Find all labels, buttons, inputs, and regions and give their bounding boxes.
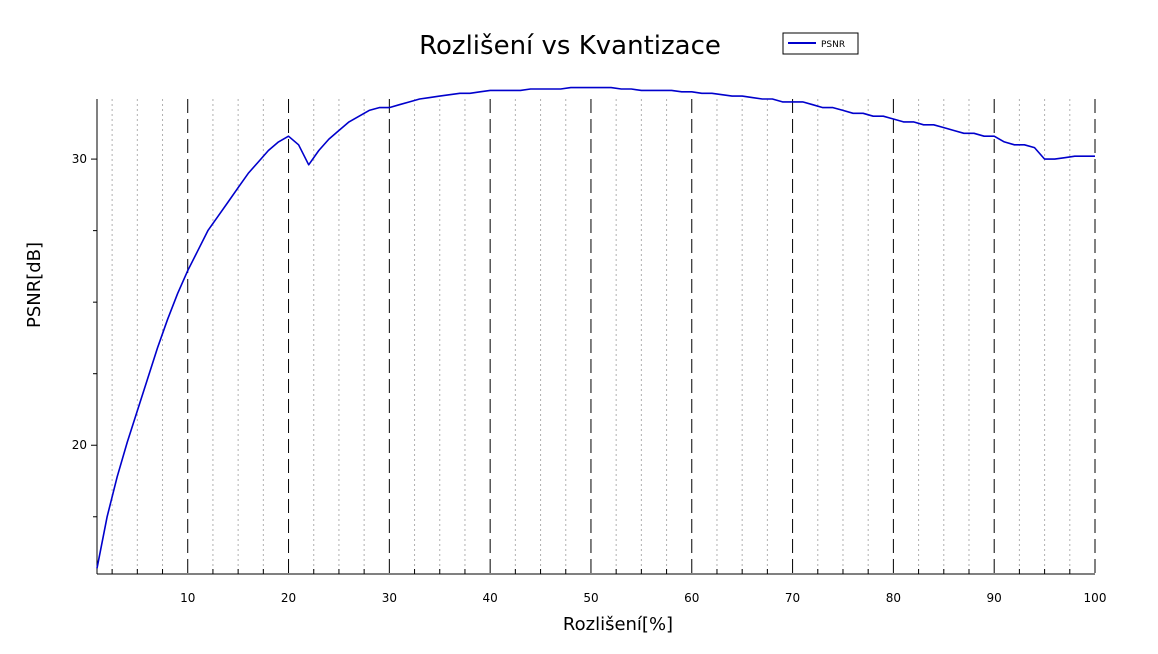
x-tick-label: 50 <box>583 591 598 605</box>
axes <box>96 99 1095 575</box>
x-tick-label: 100 <box>1084 591 1107 605</box>
legend-label-psnr: PSNR <box>821 40 845 50</box>
x-tick-label: 80 <box>886 591 901 605</box>
grid-lines <box>111 99 1096 574</box>
series-line-psnr <box>96 86 1095 569</box>
x-tick-label: 40 <box>483 591 498 605</box>
legend-box <box>782 32 859 55</box>
x-tick-label: 30 <box>382 591 397 605</box>
x-tick-label: 70 <box>785 591 800 605</box>
series-group <box>96 86 1095 569</box>
y-axis-label: PSNR[dB] <box>24 242 45 328</box>
legend: PSNR <box>782 32 859 55</box>
y-tick-label: 20 <box>72 438 87 452</box>
chart-title: Rozlišení vs Kvantizace <box>419 31 721 61</box>
x-tick-label: 60 <box>684 591 699 605</box>
x-axis-label: Rozlišení[%] <box>563 614 673 635</box>
axis-ticks: 10 20 30 40 50 60 70 80 90 100 20 30 <box>72 152 1107 605</box>
y-tick-label: 30 <box>72 152 87 166</box>
x-tick-label: 20 <box>281 591 296 605</box>
x-tick-label: 90 <box>987 591 1002 605</box>
x-tick-label: 10 <box>180 591 195 605</box>
